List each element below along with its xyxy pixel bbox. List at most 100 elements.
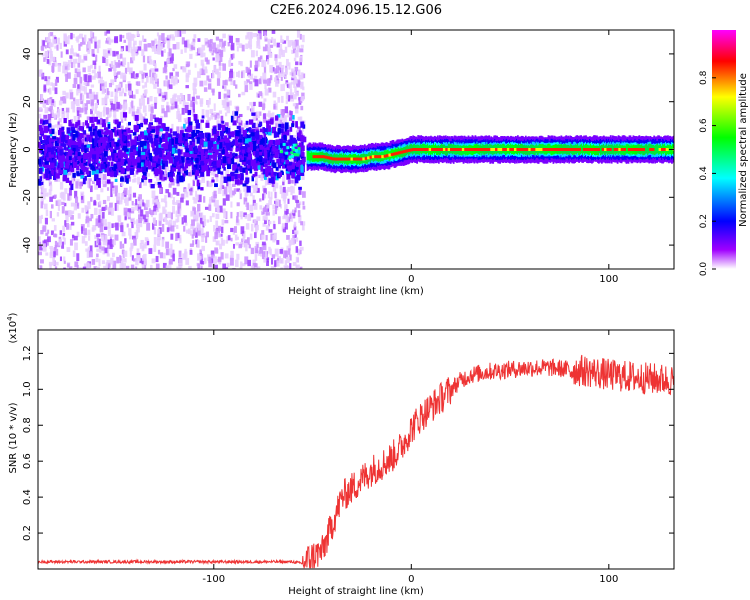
noise-cell	[266, 261, 269, 267]
noise-cell	[67, 263, 70, 268]
noise-cell	[130, 71, 135, 79]
noise-cell	[148, 55, 152, 62]
noise-cell	[88, 235, 91, 241]
band-cell	[206, 167, 211, 173]
band-cell	[189, 121, 193, 126]
noise-cell	[228, 186, 232, 193]
band-cell	[97, 130, 102, 137]
band-cell	[143, 130, 148, 136]
band-cell	[103, 149, 108, 157]
band-cell	[226, 174, 231, 178]
band-cell	[200, 148, 205, 155]
noise-cell	[203, 80, 208, 86]
noise-cell	[109, 108, 113, 112]
noise-cell	[57, 64, 61, 72]
band-cell	[101, 123, 107, 128]
band-cell	[103, 127, 108, 131]
band-cell	[260, 136, 263, 141]
noise-cell	[173, 64, 178, 69]
noise-cell	[131, 206, 135, 211]
band-cell	[83, 153, 89, 160]
noise-cell	[142, 267, 146, 269]
band-cell	[165, 126, 170, 132]
noise-cell	[143, 243, 147, 249]
noise-cell	[101, 176, 106, 185]
noise-cell	[145, 199, 150, 208]
band-cell	[78, 136, 82, 142]
noise-cell	[135, 81, 138, 86]
noise-cell	[52, 39, 57, 45]
noise-cell	[73, 267, 77, 269]
noise-cell	[132, 179, 135, 183]
noise-cell	[297, 210, 301, 217]
noise-cell	[287, 95, 291, 102]
noise-cell	[204, 206, 209, 210]
noise-cell	[104, 53, 109, 59]
noise-cell	[82, 103, 85, 112]
noise-cell	[272, 209, 275, 216]
band-cell	[281, 158, 285, 163]
band-cell	[102, 119, 106, 126]
noise-cell	[146, 97, 150, 105]
band-cell	[186, 159, 191, 164]
noise-cell	[123, 258, 127, 263]
noise-cell	[53, 131, 57, 139]
noise-cell	[289, 254, 292, 261]
band-cell	[94, 130, 99, 136]
noise-cell	[51, 218, 55, 222]
noise-cell	[176, 224, 179, 229]
noise-cell	[47, 107, 51, 112]
noise-cell	[72, 101, 76, 108]
band-cell	[294, 176, 299, 184]
noise-cell	[295, 246, 299, 253]
noise-cell	[136, 255, 141, 260]
noise-cell	[194, 98, 197, 104]
noise-cell	[238, 113, 243, 118]
noise-cell	[301, 224, 305, 231]
band-cell	[50, 148, 55, 155]
noise-cell	[192, 179, 195, 187]
spectrogram-heatmap	[38, 30, 674, 269]
noise-cell	[199, 264, 202, 269]
band-cell	[110, 152, 115, 158]
noise-cell	[116, 101, 120, 109]
noise-cell	[43, 57, 46, 62]
band-cell	[262, 158, 268, 164]
noise-cell	[265, 55, 269, 62]
noise-cell	[228, 77, 233, 82]
noise-cell	[156, 32, 160, 37]
noise-cell	[172, 220, 177, 227]
noise-cell	[86, 178, 89, 185]
noise-cell	[90, 99, 94, 106]
band-cell	[239, 179, 243, 185]
noise-cell	[110, 61, 114, 67]
noise-cell	[245, 171, 249, 180]
band-cell	[104, 167, 107, 173]
band-cell	[96, 179, 101, 186]
noise-cell	[284, 106, 289, 114]
band-cell	[132, 149, 137, 155]
noise-cell	[109, 202, 113, 208]
band-cell	[298, 167, 301, 173]
band-cell	[234, 153, 238, 157]
band-cell	[97, 147, 102, 154]
noise-cell	[44, 192, 49, 197]
noise-cell	[279, 43, 283, 52]
band-cell	[62, 176, 67, 182]
band-cell	[172, 136, 176, 141]
band-cell	[220, 136, 224, 143]
band-cell	[230, 171, 235, 177]
band-cell	[175, 137, 179, 144]
band-cell	[108, 135, 112, 142]
noise-cell	[72, 174, 76, 182]
noise-cell	[191, 234, 194, 239]
band-cell	[280, 123, 285, 129]
noise-cell	[168, 183, 172, 188]
band-cell	[134, 149, 139, 155]
band-cell	[276, 114, 281, 118]
noise-cell	[233, 226, 237, 233]
noise-cell	[183, 215, 187, 223]
band-cell	[148, 161, 152, 168]
noise-cell	[114, 192, 118, 197]
noise-cell	[132, 235, 136, 240]
